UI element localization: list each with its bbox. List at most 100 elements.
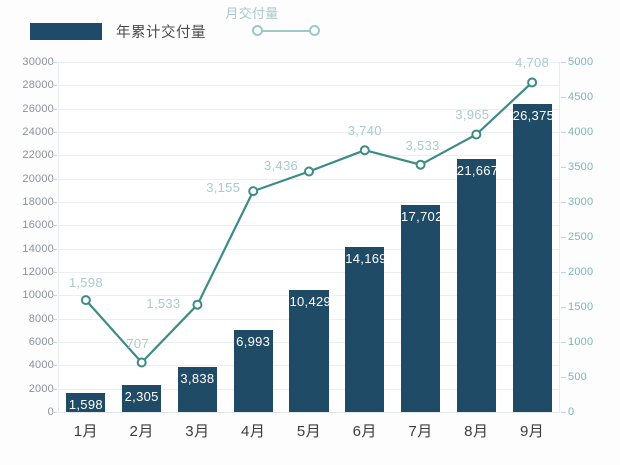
legend-bar-series-label: 年累计交付量: [116, 24, 206, 41]
bar-value-label: 14,169: [345, 250, 387, 266]
bar-8月[interactable]: 21,667: [456, 159, 499, 412]
line-value-label: 3,965: [455, 107, 490, 123]
line-value-label: 4,708: [515, 55, 550, 71]
y-axis-left-tick-mark: [52, 85, 57, 87]
line-value-label: 707: [126, 335, 149, 351]
bar-value-label: 6,993: [236, 334, 271, 350]
legend-line-marker-right-icon: [309, 25, 320, 36]
y-axis-right-tick-label: 500: [568, 371, 587, 383]
line-value-label: 3,740: [347, 123, 382, 139]
line-value-label: 1,598: [68, 275, 103, 291]
y-axis-right-tick-mark: [561, 62, 566, 63]
y-axis-right-tick-mark: [561, 377, 566, 378]
legend-line-series-label: 月交付量: [225, 5, 279, 21]
bar-6月[interactable]: 14,169: [345, 246, 387, 412]
y-axis-left-tick-label: 8000: [28, 312, 54, 325]
x-axis-tick-label-8月: 8月: [464, 423, 489, 440]
grid-line: [58, 132, 560, 133]
y-axis-left-tick-label: 20000: [22, 172, 54, 185]
y-axis-right-tick-label: 3000: [568, 196, 594, 208]
line-value-label: 3,533: [405, 137, 440, 153]
grid-line: [58, 85, 560, 87]
y-axis-right-tick-label: 3500: [568, 161, 594, 173]
line-value-label: 1,533: [146, 295, 181, 311]
bar-value-label: 21,667: [456, 163, 499, 179]
y-axis-left-tick-mark: [52, 202, 57, 203]
x-axis-tick-label-3月: 3月: [185, 423, 210, 440]
y-axis-left-tick-label: 14000: [22, 242, 54, 255]
x-axis-tick-label-7月: 7月: [408, 423, 433, 440]
grid-line: [58, 62, 560, 63]
legend-item-line-series[interactable]: 月交付量: [225, 6, 332, 39]
y-axis-right-tick-mark: [561, 202, 566, 203]
grid-line: [58, 412, 560, 413]
y-axis-left-tick-mark: [52, 155, 57, 157]
y-axis-left-tick-mark: [52, 225, 57, 227]
grid-line: [58, 155, 560, 157]
x-axis-tick-label-6月: 6月: [352, 423, 377, 440]
y-axis-right-tick-mark: [561, 167, 566, 168]
y-axis-left-tick-label: 26000: [22, 102, 54, 115]
y-axis-left-tick-label: 28000: [22, 79, 54, 92]
y-axis-left-tick-mark: [52, 108, 57, 110]
bar-value-label: 3,838: [180, 371, 215, 387]
y-axis-left-tick-mark: [52, 318, 57, 320]
plot-area: 1,598 2,305 3,838 6,993 10,429 14,169 17,702 21…: [58, 55, 560, 413]
bar-1月[interactable]: 1,598: [66, 393, 106, 413]
y-axis-right-tick-label: 4500: [568, 91, 594, 103]
y-axis-left-tick-label: 10000: [22, 289, 54, 302]
y-axis-left-tick-mark: [52, 295, 57, 297]
y-axis-right-tick-label: 2500: [568, 231, 594, 243]
x-axis-tick-label-4月: 4月: [241, 423, 266, 440]
y-axis-right-tick-mark: [561, 132, 566, 133]
bar-value-label: 10,429: [289, 294, 332, 310]
y-axis-left-tick-label: 0: [47, 406, 54, 418]
y-axis-right-tick-label: 2000: [568, 266, 594, 278]
x-axis-tick-label-5月: 5月: [296, 423, 322, 440]
y-axis-right-tick-label: 0: [568, 406, 575, 418]
chart-legend: 年累计交付量 月交付量: [0, 6, 620, 48]
bar-value-label: 1,598: [68, 397, 103, 413]
bar-3月[interactable]: 3,838: [177, 367, 217, 412]
y-axis-right-tick-label: 5000: [568, 56, 594, 68]
y-axis-left-tick-mark: [52, 388, 57, 390]
bar-9月[interactable]: 26,375: [512, 104, 555, 412]
y-axis-left-tick-label: 22000: [22, 149, 54, 162]
legend-bar-swatch-icon: [30, 22, 102, 40]
y-axis-left-tick-mark: [52, 412, 57, 413]
y-axis-right-tick-label: 1000: [568, 336, 594, 348]
legend-line-marker-left-icon: [252, 25, 263, 36]
y-axis-left-tick-label: 12000: [22, 266, 54, 278]
bar-4月[interactable]: 6,993: [233, 330, 273, 412]
bar-7月[interactable]: 17,702: [401, 205, 443, 412]
y-axis-right-tick-mark: [561, 97, 566, 98]
y-axis-left-tick-mark: [52, 62, 57, 63]
y-axis-right-tick-label: 1500: [568, 301, 594, 313]
y-axis-left-tick-mark: [52, 248, 57, 250]
x-axis-tick-label-2月: 2月: [129, 423, 154, 440]
legend-line-segment: [262, 30, 310, 32]
y-axis-right-tick-label: 4000: [568, 126, 594, 138]
bar-value-label: 17,702: [401, 209, 443, 225]
bar-5月[interactable]: 10,429: [289, 290, 332, 412]
x-axis-tick-label-9月: 9月: [519, 423, 545, 440]
y-axis-right-tick-mark: [561, 237, 566, 238]
bar-value-label: 26,375: [512, 108, 555, 124]
y-axis-left-tick-mark: [52, 342, 57, 343]
y-axis-right-tick-mark: [561, 342, 566, 343]
bar-2月[interactable]: 2,305: [122, 385, 162, 412]
y-axis-left-tick-label: 18000: [22, 196, 54, 208]
y-axis-left-tick-label: 6000: [28, 336, 54, 348]
line-value-label: 3,155: [206, 180, 241, 196]
bar-value-label: 2,305: [124, 389, 159, 405]
axis-spine-right: [559, 62, 560, 412]
y-axis-right-tick-mark: [561, 307, 566, 308]
y-axis-left-tick-mark: [52, 132, 57, 133]
axis-spine-left: [58, 62, 59, 412]
y-axis-right-tick-mark: [561, 272, 566, 273]
y-axis-left-tick-mark: [52, 178, 57, 180]
legend-item-bar-series[interactable]: 年累计交付量: [30, 21, 206, 42]
y-axis-left-tick-mark: [52, 272, 57, 273]
y-axis-right-tick-mark: [561, 412, 566, 413]
